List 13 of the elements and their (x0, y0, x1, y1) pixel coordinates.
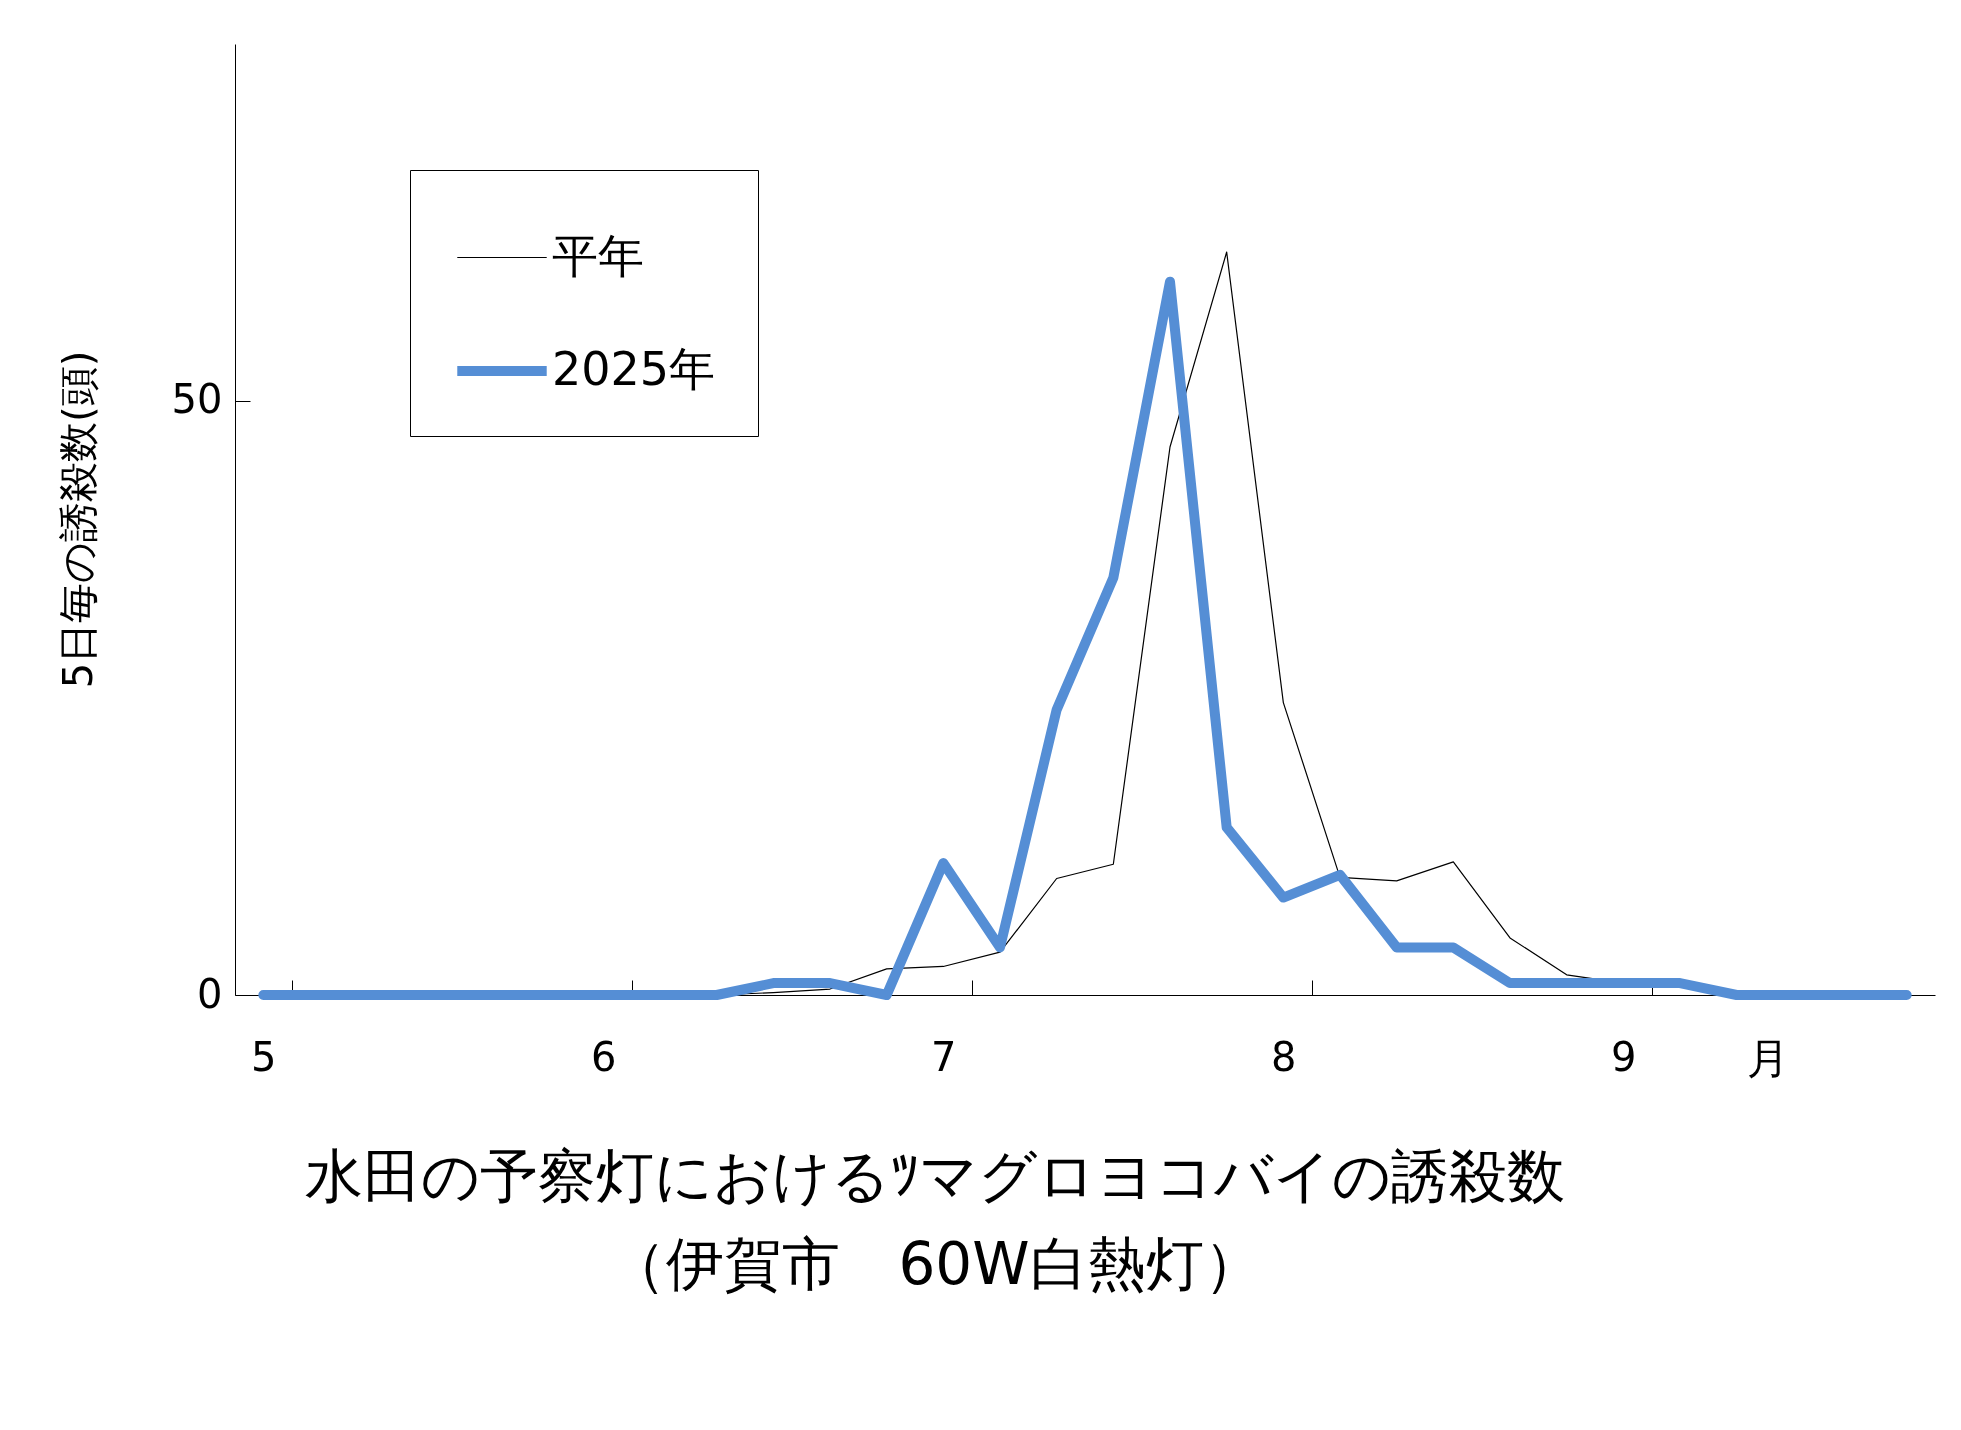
x-axis-title: 月 (1746, 1033, 1789, 1083)
y-tick-label: 50 (171, 376, 223, 423)
x-tick-label: 7 (931, 1033, 957, 1080)
legend-label: 平年 (552, 228, 644, 283)
text: （伊賀市 60W白熱灯） (608, 1230, 1262, 1298)
x-tick-label: 8 (1271, 1033, 1297, 1080)
legend-label: 2025年 (552, 342, 716, 396)
x-tick-label: 5 (251, 1033, 277, 1080)
text: 水田の予察灯におけるﾂマグロヨコバイの誘殺数 (305, 1142, 1565, 1210)
y-tick-label: 0 (197, 970, 223, 1017)
x-tick-label: 9 (1611, 1033, 1637, 1080)
x-tick-label: 6 (591, 1033, 617, 1080)
y-axis-title: 5日毎の誘殺数(頭) (54, 350, 101, 689)
